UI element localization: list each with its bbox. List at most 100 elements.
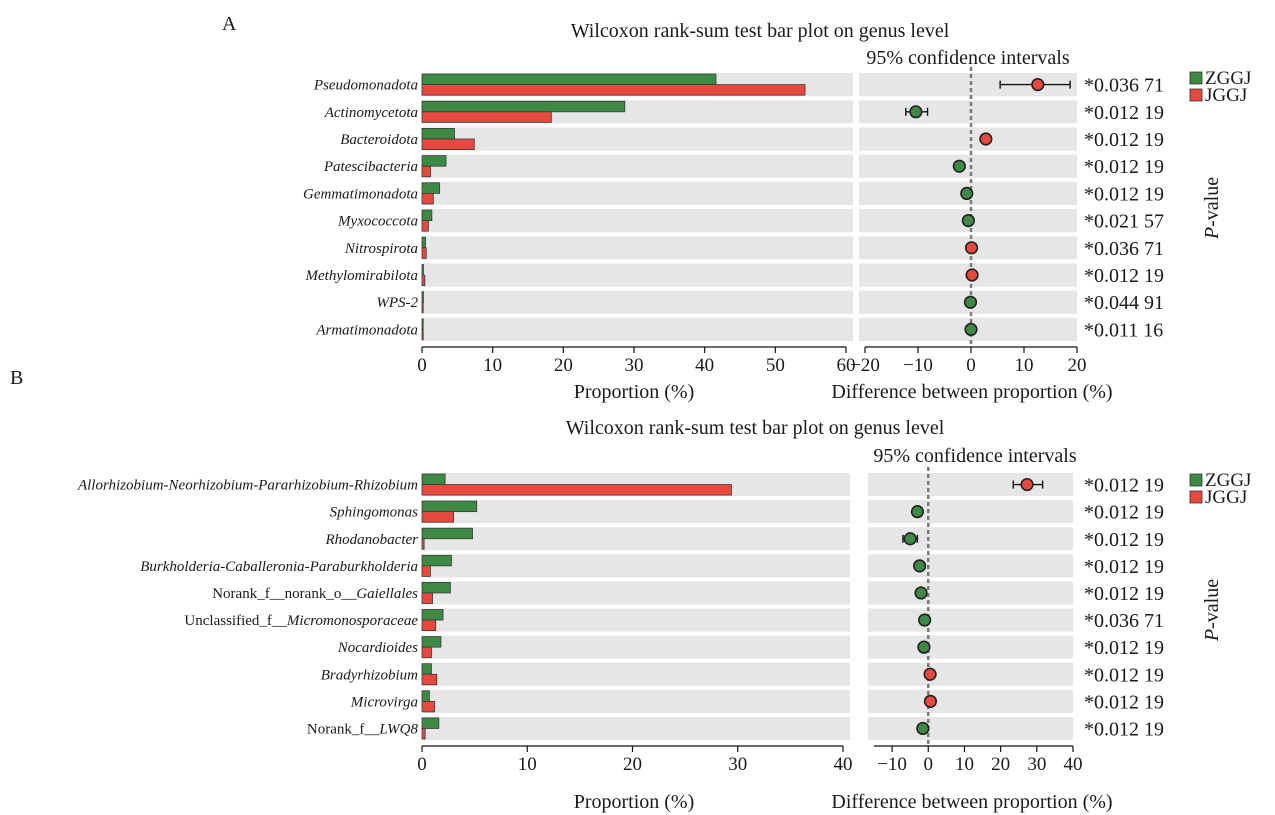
panel-b-letter: B: [10, 367, 23, 389]
panel-b-bar-zggj: [421, 500, 478, 513]
panel-a-pvalue: *0.036 71: [1084, 75, 1164, 97]
panel-a-bar-zggj: [421, 263, 424, 276]
panel-a-category-label-italic: WPS-2: [376, 295, 418, 311]
panel-b-pvalue: *0.012 19: [1084, 502, 1164, 524]
panel-a-diff-point: [952, 159, 966, 173]
panel-a-bar-jggj: [421, 84, 806, 96]
panel-a-x-tick-label-right: 20: [1068, 355, 1087, 376]
panel-b-row-bg-left: [423, 662, 850, 686]
panel-a-row-bg-left: [423, 263, 853, 287]
panel-a-category-label-italic: Bacteroidota: [340, 132, 418, 148]
panel-a-legend-label-zggj: ZGGJ: [1205, 68, 1251, 89]
panel-b-row-bg-left: [423, 500, 850, 524]
panel-a-legend-swatch-jggj: [1189, 88, 1203, 102]
panel-b-category-label-italic: Bradyrhizobium: [321, 667, 418, 683]
panel-a-row-bg-left: [423, 209, 853, 233]
panel-a-x-tick-label-right: −10: [903, 355, 933, 376]
panel-a-row-bg-right: [859, 100, 1077, 124]
panel-b-category-label-italic: Burkholderia-Caballeronia-Paraburkholder…: [140, 559, 418, 575]
panel-a-bar-jggj: [421, 328, 424, 341]
panel-a-pvalue: *0.044 91: [1084, 292, 1164, 314]
panel-b-title: Wilcoxon rank-sum test bar plot on genus…: [566, 417, 945, 439]
panel-a-pvalue: *0.012 19: [1084, 129, 1164, 151]
panel-b-bar-jggj: [421, 673, 438, 686]
panel-a-category-label: Armatimonadota: [315, 322, 418, 338]
panel-b-pvalue-axis-label-rest: -value: [1201, 579, 1223, 629]
panel-b-x-tick-label-left: 30: [728, 754, 747, 775]
panel-a-bar-zggj: [421, 291, 424, 303]
panel-b-diff-xlabel: Difference between proportion (%): [831, 791, 1112, 813]
panel-a-pvalue: *0.036 71: [1084, 238, 1164, 260]
panel-b-x-tick-label-right: 20: [991, 754, 1010, 775]
panel-a-category-label-italic: Gemmatimonadota: [303, 186, 418, 202]
panel-a: Pseudomonadota *0.036 71 Actinomycetota *0.…: [303, 67, 1251, 376]
panel-a-category-label: Patescibacteria: [323, 159, 418, 175]
panel-b-category-label-italic: Gaiellales: [356, 586, 418, 602]
panel-a-bar-zggj: [421, 318, 424, 330]
panel-b-row-bg-right: [868, 554, 1073, 578]
panel-a-category-label-italic: Armatimonadota: [315, 322, 418, 338]
panel-a-diff-xlabel: Difference between proportion (%): [831, 381, 1112, 403]
panel-b-pvalue: *0.012 19: [1084, 529, 1164, 551]
panel-b-category-label: Nocardioides: [337, 640, 418, 656]
panel-b-xlabel: Proportion (%): [574, 791, 695, 813]
panel-a-category-label-italic: Patescibacteria: [323, 159, 418, 175]
panel-a-bar-jggj: [421, 274, 426, 287]
panel-b-pvalue-axis-label-p: P: [1201, 629, 1223, 642]
panel-b-category-label-plain: Norank_f__norank_o__: [212, 586, 357, 602]
panel-a-x-tick-label-right: −20: [850, 355, 880, 376]
panel-b-row-bg-left: [423, 527, 850, 551]
panel-b-bar-jggj: [421, 646, 432, 659]
panel-b-category-label-italic: Allorhizobium-Neorhizobium-Pararhizobium…: [77, 478, 418, 494]
panel-b-category-label: Allorhizobium-Neorhizobium-Pararhizobium…: [77, 478, 418, 494]
panel-a-category-label: WPS-2: [376, 295, 418, 311]
panel-b-category-label: Microvirga: [350, 694, 418, 710]
panel-a-legend-swatch-zggj: [1189, 71, 1203, 85]
panel-a-category-label: Pseudomonadota: [313, 78, 418, 94]
panel-b-category-label-italic: Nocardioides: [337, 640, 418, 656]
panel-b-category-label: Sphingomonas: [330, 505, 419, 521]
panel-a-diff-point: [909, 105, 923, 119]
panel-a-pvalue: *0.012 19: [1084, 102, 1164, 124]
panel-a-x-tick-label-left: 30: [625, 355, 644, 376]
panel-b-row-bg-left: [423, 608, 850, 632]
panel-b-ci-title: 95% confidence intervals: [873, 445, 1076, 467]
panel-a-pvalue: *0.012 19: [1084, 156, 1164, 178]
panel-b-pvalue: *0.012 19: [1084, 556, 1164, 578]
panel-b-diff-point: [918, 613, 932, 627]
panel-a-category-label: Methylomirabilota: [305, 268, 419, 284]
panel-b-pvalue-axis-label: P-value: [1201, 579, 1223, 642]
panel-b-row-bg-left: [423, 689, 850, 713]
panel-b-row-bg-right: [868, 581, 1073, 605]
panel-a-diff-point: [965, 268, 979, 282]
panel-b-pvalue: *0.036 71: [1084, 610, 1164, 632]
panel-b-x-tick-label-left: 40: [834, 754, 853, 775]
panel-b-pvalue: *0.012 19: [1084, 691, 1164, 713]
panel-a-bar-zggj: [421, 236, 426, 249]
panel-b-bar-zggj: [421, 582, 451, 594]
panel-b-category-label-italic: Rhodanobacter: [325, 532, 419, 548]
panel-b-row-bg-left: [423, 554, 850, 578]
panel-b-bar-jggj: [421, 592, 433, 604]
panel-a-bar-jggj: [421, 192, 434, 205]
panel-a-row-bg-left: [423, 154, 853, 178]
panel-a-diff-point: [1031, 77, 1045, 92]
panel-a-bar-zggj: [421, 209, 433, 222]
panel-b-pvalue: *0.012 19: [1084, 583, 1164, 605]
panel-b-diff-point: [923, 694, 938, 708]
panel-a-pvalue: *0.012 19: [1084, 265, 1164, 287]
panel-b-category-label: Rhodanobacter: [325, 532, 419, 548]
panel-b-bar-jggj: [421, 511, 454, 523]
panel-a-row-bg-right: [859, 127, 1077, 151]
panel-b-legend-swatch-zggj: [1189, 473, 1203, 487]
panel-b-legend-label-jggj: JGGJ: [1205, 487, 1247, 508]
panel-a-ci-title: 95% confidence intervals: [866, 47, 1069, 69]
panel-a-pvalue: *0.011 16: [1084, 319, 1163, 341]
panel-a-category-label: Myxococcota: [337, 214, 418, 230]
panel-b: Allorhizobium-Neorhizobium-Pararhizobium…: [77, 467, 1251, 775]
panel-b-bar-jggj: [421, 619, 437, 631]
panel-a-bar-jggj: [421, 138, 475, 151]
panel-a-category-label: Nitrospirota: [344, 241, 418, 257]
panel-b-bar-jggj: [421, 728, 426, 740]
panel-b-bar-zggj: [421, 473, 446, 485]
